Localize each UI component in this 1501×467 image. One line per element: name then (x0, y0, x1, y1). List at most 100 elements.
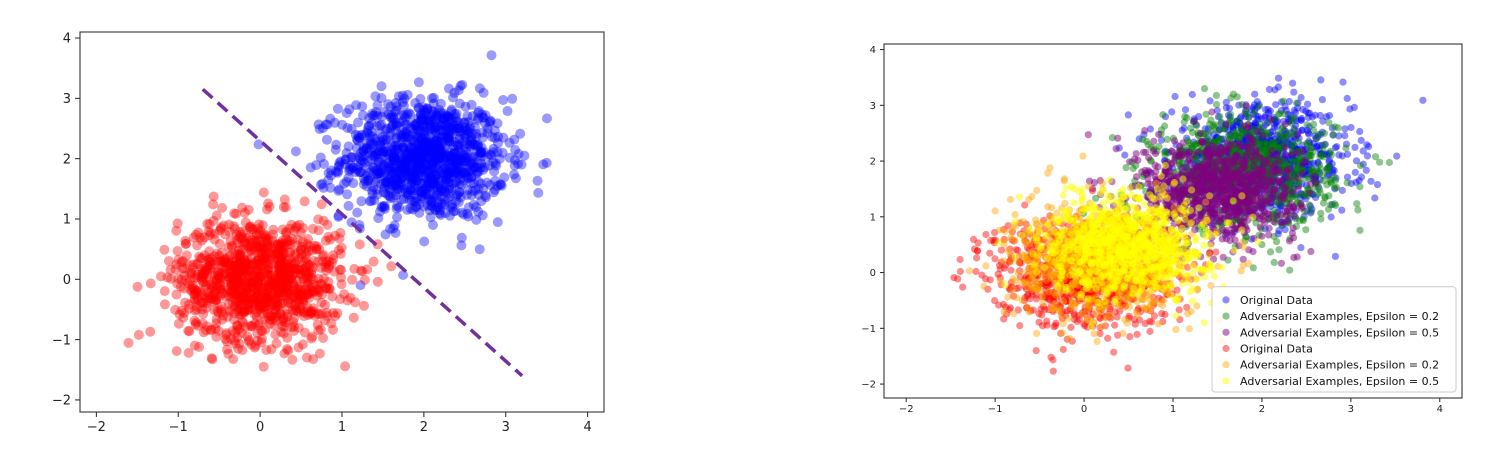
data-point (487, 131, 497, 142)
data-point (428, 178, 439, 189)
data-point (223, 299, 234, 310)
data-point (239, 237, 250, 248)
data-point (440, 141, 451, 152)
data-point (444, 115, 455, 126)
data-point (1204, 170, 1212, 178)
data-point (303, 287, 314, 298)
data-point (441, 132, 452, 143)
data-point (433, 141, 444, 152)
data-point (397, 136, 408, 147)
data-point (428, 124, 439, 135)
data-point (391, 166, 402, 177)
data-point (289, 292, 300, 303)
data-point (424, 171, 435, 182)
data-point (398, 142, 409, 153)
data-point (509, 154, 520, 165)
data-point (407, 172, 418, 183)
data-point (366, 118, 377, 128)
data-point (1275, 180, 1283, 188)
data-point (1293, 99, 1301, 107)
data-point (254, 240, 264, 251)
data-point (1219, 253, 1227, 261)
data-point (420, 130, 430, 141)
data-point (216, 247, 227, 258)
data-point (211, 295, 222, 306)
data-point (1362, 166, 1370, 174)
data-point (444, 192, 455, 202)
data-point (417, 122, 428, 133)
data-point (386, 170, 397, 181)
data-point (254, 271, 265, 282)
data-point (230, 327, 241, 338)
data-point (239, 263, 250, 274)
data-point (278, 314, 289, 325)
data-point (421, 160, 432, 171)
data-point (301, 352, 312, 363)
data-point (492, 118, 503, 129)
data-point (388, 142, 399, 152)
data-point (283, 265, 294, 276)
data-point (385, 179, 396, 190)
data-point (368, 182, 379, 193)
data-point (214, 290, 225, 301)
data-point (442, 133, 453, 144)
data-point (1284, 115, 1292, 123)
data-point (475, 147, 486, 158)
data-point (396, 194, 407, 205)
data-point (279, 194, 290, 205)
data-point (460, 157, 471, 168)
data-point (439, 176, 450, 187)
data-point (448, 168, 459, 179)
data-point (324, 283, 335, 294)
data-point (1178, 126, 1186, 134)
data-point (323, 175, 334, 186)
data-point (330, 230, 340, 241)
data-point (437, 125, 448, 136)
data-point (411, 164, 422, 175)
data-point (223, 348, 234, 359)
data-point (494, 153, 505, 164)
data-point (492, 147, 503, 158)
data-point (278, 241, 289, 252)
data-point (275, 240, 286, 251)
data-point (356, 196, 367, 207)
data-point (350, 167, 361, 178)
data-point (370, 91, 381, 102)
data-point (426, 171, 437, 182)
data-point (411, 175, 422, 186)
decision-boundary-line (201, 87, 524, 378)
data-point (413, 160, 424, 171)
data-point (488, 143, 499, 154)
data-point (443, 128, 454, 139)
data-point (275, 239, 286, 250)
data-point (282, 309, 293, 320)
data-point (419, 137, 430, 148)
data-point (172, 246, 183, 256)
data-point (233, 268, 244, 279)
data-point (433, 202, 444, 213)
data-point (259, 289, 270, 300)
data-point (390, 97, 401, 108)
data-point (312, 284, 323, 295)
data-point (393, 91, 404, 102)
data-point (1150, 137, 1158, 145)
data-point (292, 264, 303, 275)
data-point (340, 154, 351, 165)
data-point (435, 148, 446, 159)
data-point (273, 265, 284, 276)
data-point (278, 261, 289, 272)
data-point (463, 211, 474, 222)
data-point (416, 108, 426, 119)
data-point (1281, 127, 1289, 135)
data-point (292, 234, 303, 245)
data-point (495, 179, 505, 190)
data-point (268, 274, 279, 284)
data-point (1365, 143, 1373, 151)
data-point (273, 247, 284, 258)
data-point (419, 126, 430, 137)
data-point (422, 103, 433, 114)
data-point (423, 149, 434, 160)
data-point (305, 308, 316, 319)
data-point (504, 152, 515, 163)
data-point (223, 290, 234, 301)
